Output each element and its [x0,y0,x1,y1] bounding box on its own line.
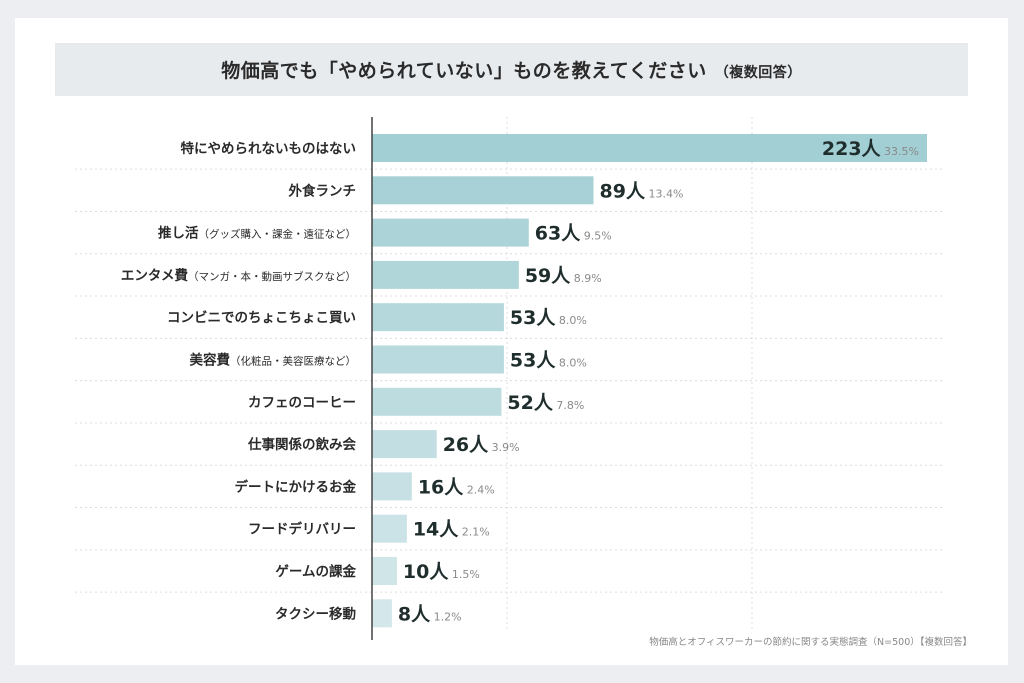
category-main: カフェのコーヒー [248,395,356,411]
chart-title-text: 物価高でも「やめられていない」ものを教えてください [221,60,707,82]
value-percent: 1.5% [448,568,479,581]
value-percent: 3.9% [488,441,519,454]
category-sub: （グッズ購入・課金・遠征など） [199,228,357,241]
value-label: 8人 1.2% [398,603,462,625]
chart-subtitle: （複数回答） [714,65,802,81]
value-label: 223人 33.5% [822,138,919,160]
category-main: 推し活 [158,225,199,242]
value-label: 63人 9.5% [535,223,612,245]
category-label: コンビニでのちょこちょこ買い [167,310,356,326]
value-count: 14人 [413,519,459,541]
bar [372,557,397,585]
bar [372,218,529,247]
category-label: 推し活（グッズ購入・課金・遠征など） [158,225,356,242]
value-percent: 8.0% [555,357,586,370]
category-sub: （化粧品・美容医療など） [230,355,356,368]
category-label: デートにかけるお金 [235,478,357,495]
value-label: 16人 2.4% [418,476,495,498]
bar [372,260,519,289]
category-label: 特にやめられないものはない [181,140,357,157]
value-percent: 7.8% [553,399,584,412]
bar [372,134,927,162]
value-percent: 2.4% [463,483,494,496]
bar [372,176,594,205]
value-percent: 8.0% [555,314,586,327]
bar [372,303,504,332]
value-percent: 1.2% [430,610,461,623]
category-main: エンタメ費 [121,267,189,284]
value-count: 59人 [525,265,571,287]
value-percent: 13.4% [645,187,683,200]
value-count: 63人 [535,223,581,245]
value-label: 89人 13.4% [600,180,684,202]
value-percent: 33.5% [881,145,919,158]
value-label: 52人 7.8% [507,392,584,414]
value-count: 52人 [507,392,553,414]
bar [372,514,407,543]
bar [372,430,437,459]
value-count: 10人 [403,561,449,583]
category-label: 仕事関係の飲み会 [247,436,356,453]
value-percent: 2.1% [458,526,489,539]
bar [372,345,504,374]
category-main: コンビニでのちょこちょこ買い [167,310,356,326]
value-label: 53人 8.0% [510,350,587,372]
category-label: フードデリバリー [248,521,356,538]
category-main: タクシー移動 [275,605,356,622]
value-label: 10人 1.5% [403,561,480,583]
value-label: 26人 3.9% [443,434,520,456]
value-count: 26人 [443,434,489,456]
bar [372,387,502,416]
category-label: カフェのコーヒー [248,395,356,411]
value-count: 223人 [822,138,882,160]
value-label: 59人 8.9% [525,265,602,287]
category-main: 美容費 [190,352,231,369]
value-count: 53人 [510,350,556,372]
category-main: ゲームの課金 [275,563,356,580]
bar [372,472,412,501]
category-main: フードデリバリー [248,521,356,538]
value-label: 53人 8.0% [510,307,587,329]
value-count: 53人 [510,307,556,329]
title-band: 物価高でも「やめられていない」ものを教えてください （複数回答） [55,43,968,96]
chart-title: 物価高でも「やめられていない」ものを教えてください （複数回答） [221,56,801,83]
value-count: 89人 [600,180,646,202]
category-main: 仕事関係の飲み会 [247,436,356,453]
category-main: デートにかけるお金 [235,478,357,495]
category-main: 外食ランチ [289,182,357,199]
category-label: エンタメ費（マンガ・本・動画サブスクなど） [121,267,356,284]
bar [372,599,392,628]
chart-card [15,18,1008,665]
value-label: 14人 2.1% [413,519,490,541]
category-label: 美容費（化粧品・美容医療など） [190,352,357,369]
value-count: 16人 [418,476,464,498]
value-percent: 9.5% [580,230,611,243]
category-main: 特にやめられないものはない [181,140,357,157]
category-label: 外食ランチ [289,182,357,199]
category-label: ゲームの課金 [275,563,356,580]
value-percent: 8.9% [570,272,601,285]
category-sub: （マンガ・本・動画サブスクなど） [188,270,356,283]
value-count: 8人 [398,603,431,625]
category-label: タクシー移動 [275,605,356,622]
source-note: 物価高とオフィスワーカーの節約に関する実態調査（N=500）【複数回答】 [649,637,972,648]
